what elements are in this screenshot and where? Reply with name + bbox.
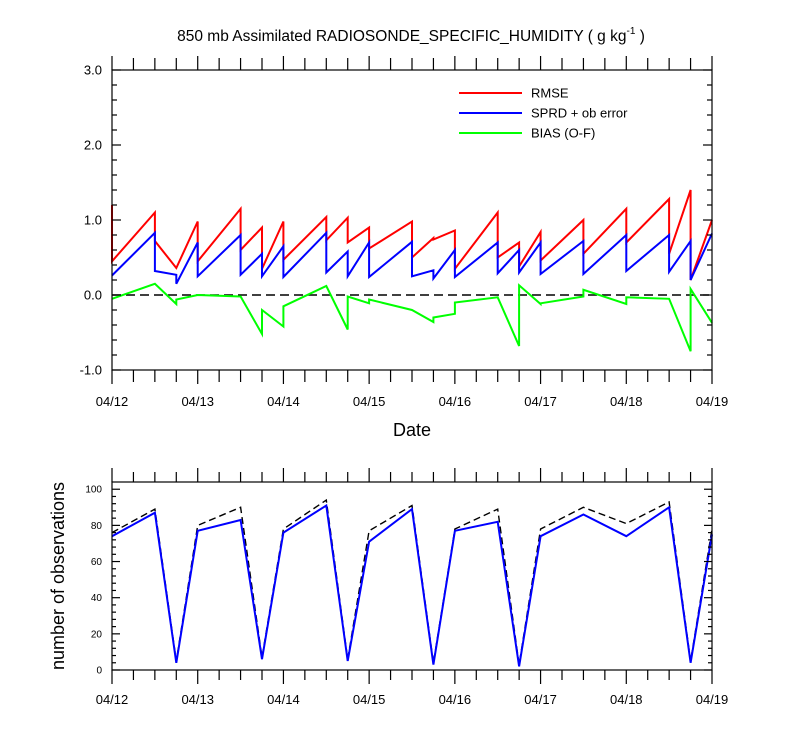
observations-line-possible <box>111 498 713 665</box>
x-tick-label: 04/18 <box>610 692 643 707</box>
x-tick-label: 04/12 <box>96 394 129 409</box>
chart-title-superscript: -1 <box>626 26 635 37</box>
x-tick-label: 04/13 <box>181 394 214 409</box>
x-tick-label: 04/16 <box>439 394 472 409</box>
x-tick-label: 04/19 <box>696 692 729 707</box>
x-tick-label: 04/19 <box>696 394 729 409</box>
y-axis-title: number of observations <box>48 482 68 670</box>
y-tick-label: 80 <box>91 521 103 532</box>
chart-title-suffix: ) <box>635 28 644 45</box>
y-tick-label: 0 <box>96 666 102 677</box>
observations-series-layer <box>111 498 713 667</box>
x-tick-label: 04/17 <box>524 692 557 707</box>
rmse-chart: 850 mb Assimilated RADIOSONDE_SPECIFIC_H… <box>80 26 729 440</box>
x-axis-title: Date <box>393 420 431 440</box>
x-tick-label: 04/18 <box>610 394 643 409</box>
x-tick-label: 04/14 <box>267 692 300 707</box>
chart-title: 850 mb Assimilated RADIOSONDE_SPECIFIC_H… <box>177 26 645 45</box>
observations-plot-frame <box>111 481 713 671</box>
x-tick-label: 04/15 <box>353 692 386 707</box>
chart-title-main: 850 mb Assimilated RADIOSONDE_SPECIFIC_H… <box>177 28 626 45</box>
series-line-rmse <box>111 189 713 281</box>
legend-label-rmse: RMSE <box>531 86 569 101</box>
x-tick-label: 04/12 <box>96 692 129 707</box>
legend: RMSE SPRD + ob error BIAS (O-F) <box>459 86 628 141</box>
legend-label-sprd-ob-error: SPRD + ob error <box>531 106 628 121</box>
x-tick-label: 04/13 <box>181 692 214 707</box>
y-tick-label: 100 <box>85 485 102 496</box>
y-tick-label: -1.0 <box>80 363 102 378</box>
series-line-sprd-ob-error <box>111 230 713 285</box>
x-tick-label: 04/16 <box>439 692 472 707</box>
observations-tick-labels: 0 20 40 60 80 100 04/12 04/13 04/14 04/15 04/16 04/… <box>85 485 728 707</box>
rmse-tick-layer <box>111 56 713 384</box>
y-tick-label: 60 <box>91 557 103 568</box>
y-tick-label: 40 <box>91 593 103 604</box>
x-tick-label: 04/14 <box>267 394 300 409</box>
y-tick-label: 1.0 <box>84 213 102 228</box>
rmse-plot-frame <box>111 69 713 371</box>
observations-tick-layer <box>111 468 713 684</box>
rmse-series-layer <box>111 189 713 352</box>
x-tick-label: 04/15 <box>353 394 386 409</box>
y-tick-label: 2.0 <box>84 138 102 153</box>
series-line-bias-o-f <box>111 282 713 352</box>
rmse-tick-labels: -1.0 0.0 1.0 2.0 3.0 04/12 04/13 04/14 04/15 04/1… <box>80 63 729 410</box>
legend-label-bias-o-f: BIAS (O-F) <box>531 126 595 141</box>
y-tick-label: 0.0 <box>84 288 102 303</box>
observations-chart: 0 20 40 60 80 100 04/12 04/13 04/14 04/15 04/16 04/… <box>48 468 728 707</box>
y-tick-label: 3.0 <box>84 63 102 78</box>
observations-line-assimilated <box>111 503 713 667</box>
y-tick-label: 20 <box>91 629 103 640</box>
x-tick-label: 04/17 <box>524 394 557 409</box>
